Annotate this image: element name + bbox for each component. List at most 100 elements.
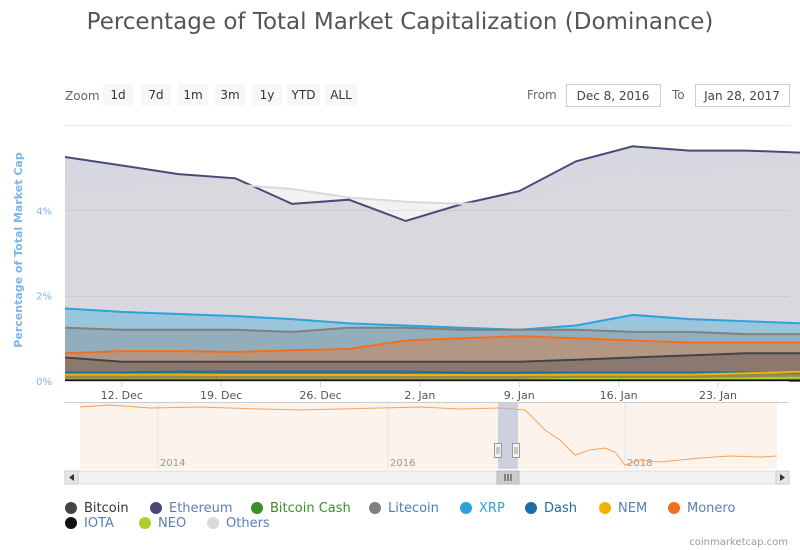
series-line-ethereum[interactable] bbox=[64, 145, 800, 223]
legend-label: Others bbox=[226, 516, 270, 531]
zoom-button-label: 7d bbox=[148, 88, 163, 102]
series-line-monero[interactable] bbox=[64, 335, 800, 355]
series-line-litecoin[interactable] bbox=[64, 326, 800, 336]
series-area-litecoin bbox=[65, 327, 800, 381]
from-label: From bbox=[527, 88, 557, 102]
zoom-button-1m[interactable]: 1m bbox=[178, 84, 208, 106]
legend-marker bbox=[207, 517, 219, 529]
series-line-nem[interactable] bbox=[65, 370, 800, 376]
x-tick-label: 12. Dec bbox=[101, 389, 143, 402]
legend-label: IOTA bbox=[84, 516, 114, 531]
navigator[interactable]: 2014 2016 2018 bbox=[65, 402, 789, 470]
legend-item-litecoin[interactable]: Litecoin bbox=[369, 501, 439, 516]
legend-label: Monero bbox=[687, 501, 735, 516]
series-line-others[interactable] bbox=[64, 164, 800, 205]
legend-item-bitcoin-cash[interactable]: Bitcoin Cash bbox=[251, 501, 351, 516]
zoom-button-all[interactable]: ALL bbox=[325, 84, 357, 106]
chart-title: Percentage of Total Market Capitalizatio… bbox=[87, 9, 714, 35]
navigator-left-handle[interactable] bbox=[494, 443, 502, 458]
legend: Bitcoin Ethereum Bitcoin Cash Litecoin XRP Da… bbox=[65, 501, 735, 531]
legend-item-dash[interactable]: Dash bbox=[525, 501, 577, 516]
legend-label: NEM bbox=[618, 501, 647, 516]
zoom-button-3m[interactable]: 3m bbox=[215, 84, 245, 106]
from-date-value: Dec 8, 2016 bbox=[577, 89, 650, 103]
zoom-button-1y[interactable]: 1y bbox=[252, 84, 282, 106]
zoom-button-label: YTD bbox=[291, 88, 316, 102]
navigator-ticks: 2014 2016 2018 bbox=[157, 403, 652, 469]
legend-marker bbox=[369, 502, 381, 514]
y-axis-ticks: 0% 2% 4% bbox=[36, 206, 52, 388]
series-area-xrp bbox=[65, 308, 800, 381]
series-line-bitcoin[interactable] bbox=[64, 352, 800, 363]
zoom-button-1d[interactable]: 1d bbox=[103, 84, 133, 106]
scrollbar-track[interactable] bbox=[64, 470, 790, 485]
x-tick-label: 16. Jan bbox=[600, 389, 638, 402]
zoom-button-bg bbox=[215, 84, 245, 106]
series-lines bbox=[64, 145, 800, 382]
legend-label: Bitcoin Cash bbox=[270, 501, 351, 516]
legend-label: Bitcoin bbox=[84, 501, 129, 516]
legend-item-others[interactable]: Others bbox=[207, 516, 270, 531]
zoom-button-label: 3m bbox=[220, 88, 239, 102]
legend-item-bitcoin[interactable]: Bitcoin bbox=[65, 501, 129, 516]
navigator-series-line bbox=[79, 404, 778, 466]
legend-marker bbox=[65, 502, 77, 514]
x-axis-ticks: 12. Dec 19. Dec 26. Dec 2. Jan 9. Jan 16. Jan… bbox=[65, 381, 789, 402]
zoom-button-bg bbox=[252, 84, 282, 106]
series-line-dash[interactable] bbox=[65, 370, 800, 374]
y-tick-label: 4% bbox=[36, 206, 52, 217]
legend-item-xrp[interactable]: XRP bbox=[460, 501, 505, 516]
zoom-button-bg bbox=[103, 84, 133, 106]
x-tick-label: 23. Jan bbox=[699, 389, 737, 402]
legend-item-ethereum[interactable]: Ethereum bbox=[150, 501, 233, 516]
legend-item-monero[interactable]: Monero bbox=[668, 501, 735, 516]
zoom-button-label: ALL bbox=[330, 88, 352, 102]
zoom-button-bg bbox=[325, 84, 357, 106]
x-tick-label: 2. Jan bbox=[404, 389, 435, 402]
navigator-tick-label: 2014 bbox=[160, 458, 185, 469]
y-axis-label: Percentage of Total Market Cap bbox=[12, 152, 25, 348]
to-label: To bbox=[671, 88, 685, 102]
legend-marker bbox=[139, 517, 151, 529]
series-area-others bbox=[65, 165, 800, 381]
zoom-button-label: 1d bbox=[110, 88, 125, 102]
legend-item-iota[interactable]: IOTA bbox=[65, 516, 114, 531]
plot-area: 12. Dec 19. Dec 26. Dec 2. Jan 9. Jan 16. Jan… bbox=[36, 125, 800, 402]
zoom-button-ytd[interactable]: YTD bbox=[287, 84, 320, 106]
legend-marker bbox=[525, 502, 537, 514]
x-tick-label: 9. Jan bbox=[504, 389, 535, 402]
navigator-selected-range[interactable] bbox=[498, 403, 518, 469]
y-tick-label: 2% bbox=[36, 292, 52, 303]
zoom-button-bg bbox=[178, 84, 208, 106]
legend-marker bbox=[251, 502, 263, 514]
to-date-input[interactable] bbox=[695, 84, 790, 107]
zoom-button-bg bbox=[141, 84, 171, 106]
series-areas bbox=[65, 146, 800, 381]
zoom-label: Zoom bbox=[65, 89, 100, 103]
x-tick-label: 26. Dec bbox=[299, 389, 341, 402]
to-date-value: Jan 28, 2017 bbox=[703, 89, 780, 103]
legend-marker bbox=[460, 502, 472, 514]
legend-item-nem[interactable]: NEM bbox=[599, 501, 647, 516]
legend-marker bbox=[150, 502, 162, 514]
legend-marker bbox=[65, 517, 77, 529]
legend-label: NEO bbox=[158, 516, 186, 531]
zoom-button-label: 1y bbox=[260, 88, 275, 102]
credit-text[interactable]: coinmarketcap.com bbox=[689, 537, 788, 548]
y-tick-label: 0% bbox=[36, 377, 52, 388]
from-date-input[interactable] bbox=[566, 84, 661, 107]
series-area-ethereum bbox=[65, 146, 800, 381]
navigator-right-handle[interactable] bbox=[512, 443, 520, 458]
legend-marker bbox=[668, 502, 680, 514]
scrollbar[interactable] bbox=[64, 470, 790, 485]
arrow-left-icon bbox=[69, 474, 74, 481]
series-line-xrp[interactable] bbox=[64, 307, 800, 331]
zoom-button-bg bbox=[287, 84, 320, 106]
legend-item-neo[interactable]: NEO bbox=[139, 516, 186, 531]
zoom-button-7d[interactable]: 7d bbox=[141, 84, 171, 106]
series-area-monero bbox=[65, 336, 800, 381]
navigator-fill bbox=[80, 403, 777, 469]
legend-label: Ethereum bbox=[169, 501, 233, 516]
x-tick-label: 19. Dec bbox=[200, 389, 242, 402]
